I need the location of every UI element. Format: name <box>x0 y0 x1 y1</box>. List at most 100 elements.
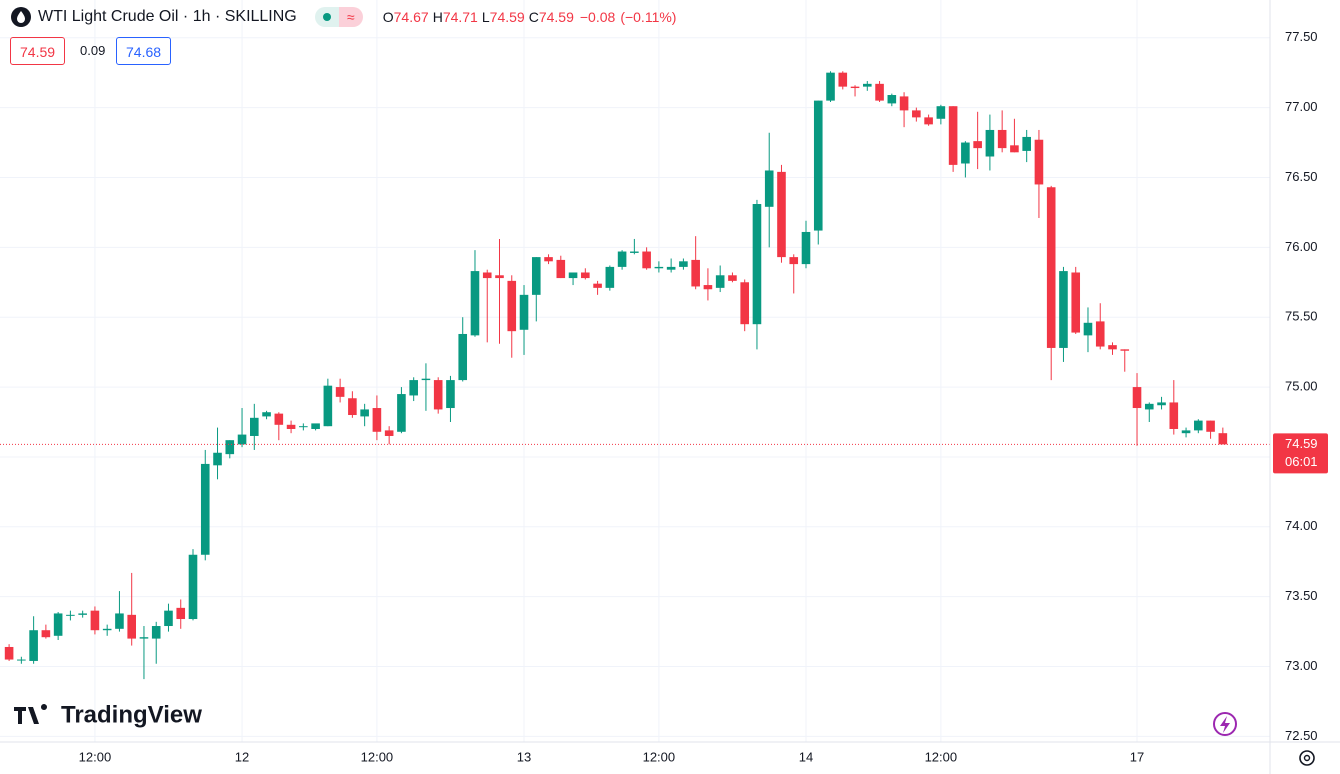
candle-body <box>789 257 799 265</box>
candle-body <box>90 610 100 631</box>
candle-body <box>679 261 688 267</box>
y-tick-label: 73.00 <box>1285 658 1318 673</box>
candle-body <box>654 266 664 269</box>
candle-body <box>1095 321 1105 347</box>
logo: TradingView <box>14 701 202 728</box>
candle-body <box>875 83 884 101</box>
candle-body <box>813 100 823 231</box>
watermark: TradingView <box>61 701 202 728</box>
candle-body <box>1181 430 1191 434</box>
candle-body <box>433 380 443 410</box>
ohlc-label: O <box>382 9 394 25</box>
candle-body <box>115 613 124 629</box>
candle-body <box>863 83 872 87</box>
candle-body <box>470 271 480 336</box>
sell-button[interactable]: 74.59 <box>10 37 66 65</box>
candle-body <box>372 408 382 432</box>
ohlc-value: 74.59 <box>538 9 574 25</box>
x-tick-label: 12:00 <box>643 749 676 764</box>
candle-body <box>1071 272 1081 333</box>
candle-body <box>838 72 848 87</box>
candle-body <box>335 387 345 397</box>
y-tick-label: 72.50 <box>1285 728 1318 743</box>
candle-body <box>899 96 909 111</box>
settings-button[interactable] <box>1299 750 1315 766</box>
candle-body <box>286 424 296 429</box>
candle-body <box>801 231 811 265</box>
last-price-tag <box>1273 433 1328 474</box>
candle-body <box>961 142 970 164</box>
buy-button[interactable]: 74.68 <box>116 37 172 65</box>
change: −0.08 <box>579 9 616 25</box>
plot-area <box>0 71 1270 680</box>
candle-body <box>519 294 529 330</box>
y-tick-label: 73.50 <box>1285 588 1318 603</box>
countdown: 06:01 <box>1285 454 1318 469</box>
candle-body <box>581 272 590 279</box>
ohlc-value: 74.71 <box>442 9 478 25</box>
candle-body <box>384 430 394 436</box>
candle-body <box>1059 271 1068 348</box>
candle-body <box>1046 187 1056 348</box>
candle-body <box>78 613 87 615</box>
candle-body <box>102 628 112 631</box>
candle-body <box>1083 322 1093 336</box>
candle-body <box>29 630 38 661</box>
candle-body <box>605 266 615 288</box>
candle-body <box>164 610 173 627</box>
ohlc-value: 74.67 <box>393 9 429 25</box>
x-tick-label: 12:00 <box>361 749 394 764</box>
ohlc-label: H <box>432 9 443 25</box>
candle-body <box>151 626 161 639</box>
status-pills: ≈ <box>314 7 363 27</box>
candle-body <box>274 413 284 425</box>
lightning-button[interactable] <box>1213 712 1237 736</box>
candle-body <box>593 283 602 288</box>
candle-body <box>188 554 198 620</box>
candle-body <box>1194 420 1203 431</box>
y-tick-label: 74.00 <box>1285 518 1318 533</box>
candle-body <box>213 452 222 466</box>
candle-body <box>985 129 995 157</box>
candle-body <box>482 272 492 279</box>
x-tick-label: 14 <box>799 749 813 764</box>
candle-body <box>936 106 946 119</box>
x-tick-label: 17 <box>1130 749 1144 764</box>
candle-body <box>764 170 774 207</box>
candle-body <box>250 417 259 436</box>
candle-body <box>850 86 860 89</box>
candle-body <box>617 251 627 267</box>
candle-body <box>4 646 14 660</box>
candle-body <box>642 251 651 269</box>
candle-body <box>752 204 762 325</box>
candle-body <box>66 614 75 616</box>
candle-body <box>176 607 186 620</box>
symbol-icon <box>11 7 31 27</box>
candle-body <box>421 378 431 381</box>
candle-body <box>397 394 406 432</box>
candle-body <box>912 110 921 118</box>
x-tick-label: 12:00 <box>79 749 112 764</box>
candle-body <box>311 423 320 429</box>
candle-body <box>728 275 737 281</box>
spread: 0.09 <box>80 43 106 58</box>
candle-body <box>666 266 676 270</box>
candle-body <box>740 282 749 325</box>
candle-body <box>139 637 149 639</box>
y-tick-label: 75.00 <box>1285 379 1318 394</box>
candle-body <box>1206 420 1215 432</box>
x-tick-label: 12 <box>235 749 249 764</box>
candle-body <box>973 141 982 149</box>
candle-body <box>703 285 713 290</box>
candle-body <box>1120 349 1130 351</box>
candle-body <box>409 380 418 396</box>
candle-body <box>1022 136 1031 151</box>
change-pct: (−0.11%) <box>620 9 677 25</box>
x-tick-label: 12:00 <box>925 749 958 764</box>
candle-body <box>507 280 517 332</box>
candle-body <box>17 659 26 661</box>
candle-body <box>41 630 51 638</box>
